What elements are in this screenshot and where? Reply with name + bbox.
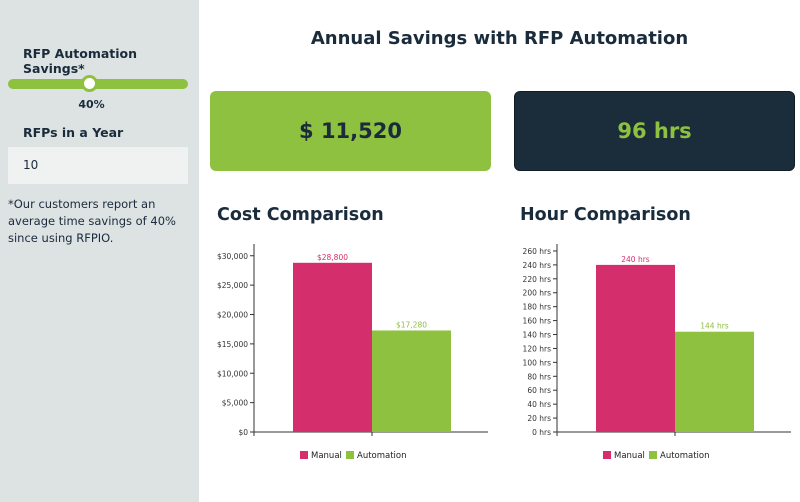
legend-swatch-automation: [346, 451, 354, 459]
slider-track[interactable]: [8, 79, 188, 89]
hours-savings-value: 96 hrs: [617, 119, 692, 143]
y-tick-label: 60 hrs: [527, 386, 551, 395]
hours-savings-card: 96 hrs: [514, 91, 795, 171]
y-tick-label: $10,000: [217, 369, 248, 378]
y-tick-label: $15,000: [217, 340, 248, 349]
y-tick-label: 120 hrs: [523, 344, 552, 353]
bar-manual: [596, 264, 675, 432]
y-tick-label: 100 hrs: [523, 358, 552, 367]
y-tick-label: 220 hrs: [523, 275, 552, 284]
cost-chart-svg: $0 $5,000 $10,000 $15,000 $20,000 $25,000 $30,…: [217, 244, 488, 461]
y-tick-label: 200 hrs: [523, 289, 552, 298]
legend-label-automation: Automation: [660, 451, 710, 461]
hour-chart: 0 hrs 20 hrs 40 hrs 60 hrs 80 hrs 100 hrs 120 …: [515, 236, 795, 466]
savings-note: *Our customers report an average time sa…: [8, 197, 176, 245]
slider-thumb[interactable]: [81, 75, 98, 92]
y-tick-label: $5,000: [222, 399, 248, 408]
cost-chart-title: Cost Comparison: [217, 205, 384, 225]
sidebar: RFP Automation Savings* 40% RFPs in a Ye…: [0, 0, 199, 502]
bar-manual: [293, 262, 372, 432]
legend-label-automation: Automation: [357, 451, 407, 461]
page-title: Annual Savings with RFP Automation: [310, 28, 689, 49]
legend-label-manual: Manual: [311, 451, 342, 461]
rfps-label: RFPs in a Year: [23, 125, 124, 140]
y-tick-label: $20,000: [217, 311, 248, 320]
bar-value-label: 144 hrs: [700, 322, 729, 331]
hour-chart-title: Hour Comparison: [520, 205, 691, 225]
y-tick-label: 260 hrs: [523, 247, 552, 256]
y-tick-label: 160 hrs: [523, 317, 552, 326]
y-tick-label: 40 hrs: [527, 400, 551, 409]
cost-savings-value: $ 11,520: [299, 119, 402, 143]
cost-savings-card: $ 11,520: [210, 91, 491, 171]
bar-value-label: $28,800: [317, 253, 348, 262]
legend-swatch-automation: [649, 451, 657, 459]
bar-automation: [372, 330, 451, 432]
y-tick-label: $0: [238, 428, 248, 437]
y-tick-label: 80 hrs: [527, 372, 551, 381]
savings-value: 40%: [78, 98, 105, 111]
legend-swatch-manual: [603, 451, 611, 459]
savings-slider[interactable]: [8, 75, 188, 92]
y-tick-label: $25,000: [217, 281, 248, 290]
y-tick-label: 180 hrs: [523, 303, 552, 312]
legend-label-manual: Manual: [614, 451, 645, 461]
legend-swatch-manual: [300, 451, 308, 459]
y-tick-label: 0 hrs: [532, 428, 551, 437]
y-tick-label: $30,000: [217, 252, 248, 261]
bar-value-label: 240 hrs: [621, 255, 650, 264]
y-tick-label: 140 hrs: [523, 331, 552, 340]
bar-automation: [675, 331, 754, 432]
hour-chart-svg: 0 hrs 20 hrs 40 hrs 60 hrs 80 hrs 100 hrs 120 …: [523, 244, 791, 461]
savings-label: RFP Automation Savings*: [23, 46, 138, 76]
cost-chart: $0 $5,000 $10,000 $15,000 $20,000 $25,000 $30,…: [212, 236, 492, 466]
y-tick-label: 240 hrs: [523, 261, 552, 270]
rfps-input[interactable]: [8, 147, 188, 184]
bar-value-label: $17,280: [396, 320, 427, 329]
y-tick-label: 20 hrs: [527, 414, 551, 423]
